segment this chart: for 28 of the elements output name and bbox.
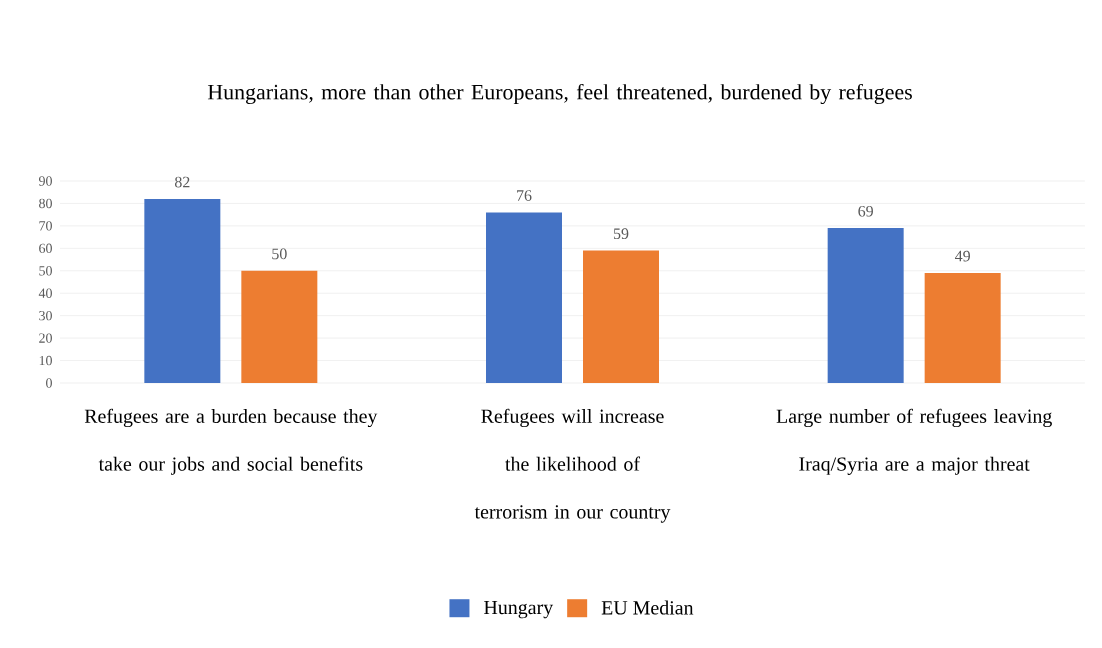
y-tick-label: 20 xyxy=(39,333,52,343)
y-tick-label: 60 xyxy=(39,243,52,254)
bar xyxy=(827,228,904,383)
data-label: 49 xyxy=(955,250,970,262)
y-tick-label: 40 xyxy=(38,288,52,298)
bar xyxy=(241,270,318,383)
data-label: 59 xyxy=(613,228,629,240)
legend-label: EU Median xyxy=(601,600,694,615)
y-tick-label: 90 xyxy=(38,176,52,186)
data-label: 69 xyxy=(858,205,873,217)
data-label: 76 xyxy=(517,190,532,201)
data-label: 82 xyxy=(174,176,190,188)
category-label: Large number of refugees leaving Iraq/Syria are a major threat xyxy=(776,408,1052,475)
y-tick-label: 50 xyxy=(39,266,52,276)
y-tick-label: 70 xyxy=(39,221,52,231)
y-tick-label: 30 xyxy=(39,310,52,321)
bar xyxy=(924,273,1001,383)
y-tick-label: 80 xyxy=(39,198,52,209)
bar xyxy=(583,250,659,383)
category-label: Refugees are a burden because they take our jobs and social benefits xyxy=(84,408,378,475)
legend-label: Hungary xyxy=(484,600,554,619)
data-label: 50 xyxy=(272,248,287,260)
category-label: Refugees will increase the likelihood of terrorism in our country xyxy=(474,408,671,523)
chart-title: Hungarians, more than other Europeans, feel threatened, burdened by refugees xyxy=(207,83,912,105)
y-tick-label: 0 xyxy=(46,378,52,388)
y-tick-label: 10 xyxy=(39,355,52,366)
bar xyxy=(486,212,562,383)
bar xyxy=(144,198,221,383)
